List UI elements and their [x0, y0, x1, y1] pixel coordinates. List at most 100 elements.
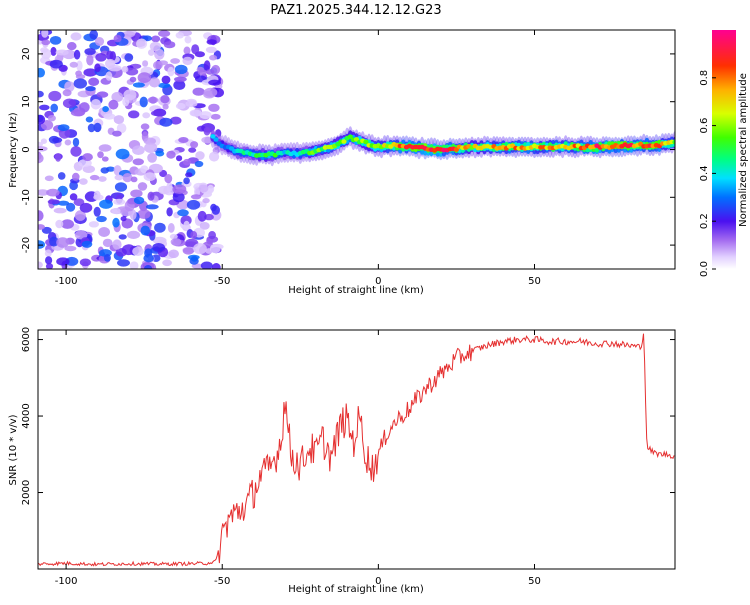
- spectrogram-noise-blob: [52, 137, 63, 143]
- spectrogram-noise-blob: [123, 89, 137, 101]
- spectrogram-noise-blob: [73, 78, 88, 89]
- spectrogram-noise-blob: [114, 174, 124, 181]
- spectrogram-noise-blob: [95, 53, 107, 62]
- spectrogram-noise-blob: [67, 42, 77, 51]
- spectrogram-noise-blob: [85, 116, 94, 123]
- spectrogram-noise-blob: [90, 99, 102, 110]
- spectrogram-noise-blob: [168, 249, 179, 259]
- spectrogram-noise-blob: [183, 46, 191, 55]
- spectrogram-noise-blob: [209, 151, 220, 162]
- spectrogram-noise-blob: [55, 49, 69, 56]
- spectrogram-noise-blob: [102, 238, 113, 248]
- y-tick-label: 20: [21, 48, 32, 61]
- spectrogram-noise-blob: [185, 100, 198, 108]
- spectrogram-noise-blob: [105, 71, 113, 81]
- spectrogram-noise-blob: [152, 243, 166, 252]
- colorbar-gradient: [712, 30, 736, 269]
- spectrogram-noise-blob: [170, 116, 182, 125]
- spectrogram-noise-blob: [62, 98, 77, 109]
- spectrogram-noise-blob: [94, 63, 101, 73]
- spectrogram-noise-blob: [143, 254, 154, 263]
- spectrogram-noise-blob: [192, 87, 205, 96]
- spectrogram-noise-blob: [190, 255, 198, 262]
- y-tick-label: 6000: [21, 327, 32, 352]
- spectrogram-noise-blob: [70, 109, 85, 117]
- spectrogram-noise-blob: [73, 198, 85, 206]
- spectrogram-noise-blob: [113, 34, 122, 43]
- spectrogram-noise-blob: [129, 76, 137, 83]
- snr-background: [38, 330, 675, 569]
- spectrogram-noise-blob: [112, 130, 122, 137]
- spectrogram-noise-blob: [38, 153, 44, 164]
- spectrogram-noise-blob: [46, 188, 60, 197]
- y-tick-label: 2000: [21, 480, 32, 505]
- spectrogram-noise-blob: [40, 138, 48, 144]
- spectrogram-noise-blob: [199, 111, 212, 120]
- spectrogram-noise-blob: [99, 199, 113, 209]
- spectrogram-noise-blob: [93, 190, 101, 200]
- spectrogram-noise-blob: [142, 60, 149, 67]
- spectrogram-noise-blob: [167, 66, 175, 77]
- spectrogram-noise-blob: [49, 236, 59, 247]
- x-tick-label: -50: [214, 276, 230, 287]
- spectrogram-noise-blob: [193, 243, 207, 255]
- x-tick-label: 50: [528, 576, 541, 587]
- spectrogram-noise-blob: [41, 39, 51, 46]
- spectrogram-noise-blob: [175, 102, 186, 110]
- spectrogram-noise-blob: [38, 146, 48, 152]
- spectrogram-noise-blob: [115, 148, 130, 160]
- spectrogram-noise-blob: [162, 259, 173, 267]
- snr-series: [38, 333, 675, 567]
- y-tick-label: -10: [21, 189, 32, 205]
- spectrogram-noise-blob: [124, 53, 134, 62]
- spectrogram-noise-blob: [79, 202, 93, 213]
- spectrogram-noise-blob: [79, 258, 91, 267]
- spectrogram-x-axis: -100 -50 0 50: [55, 30, 541, 287]
- spectrogram-noise-blob: [98, 176, 107, 182]
- colorbar-ticks: 0.0 0.2 0.4 0.6 0.8: [699, 70, 716, 277]
- spectrogram-noise-blob: [70, 146, 82, 157]
- spectrogram-noise-blob: [93, 122, 102, 133]
- colorbar-tick-label: 0.4: [699, 165, 710, 181]
- spectrogram-noise-blob: [189, 109, 202, 117]
- spectrogram-noise-blob: [56, 257, 70, 266]
- spectrogram-noise-blob: [158, 82, 171, 89]
- spectrogram-noise-region: [38, 30, 225, 269]
- spectrogram-noise-blob: [44, 175, 54, 182]
- spectrogram-noise-blob: [190, 194, 202, 200]
- spectrogram-noise-blob: [66, 202, 76, 212]
- spectrogram-noise-blob: [174, 64, 188, 75]
- spectrogram-noise-blob: [57, 200, 70, 206]
- spectrogram-noise-blob: [166, 150, 176, 159]
- spectrogram-noise-blob: [149, 41, 161, 52]
- spectrogram-noise-blob: [153, 60, 163, 70]
- x-tick-label: -50: [214, 576, 230, 587]
- spectrogram-noise-blob: [202, 198, 210, 204]
- spectrogram-noise-blob: [140, 225, 151, 236]
- spectrogram-noise-blob: [208, 231, 217, 240]
- spectrogram-noise-blob: [145, 204, 159, 210]
- spectrogram-noise-blob: [147, 191, 155, 201]
- spectrogram-noise-blob: [98, 227, 110, 237]
- spectrogram-noise-blob: [132, 82, 145, 88]
- spectrogram-noise-blob: [121, 31, 136, 38]
- spectrogram-noise-blob: [128, 110, 140, 119]
- spectrogram-noise-blob: [39, 104, 50, 111]
- spectrogram-noise-blob: [125, 67, 139, 76]
- spectrogram-noise-blob: [47, 199, 60, 205]
- spectrogram-noise-blob: [209, 243, 221, 254]
- spectrogram-noise-blob: [208, 103, 220, 112]
- spectrogram-noise-blob: [143, 172, 156, 182]
- spectrogram-noise-blob: [133, 196, 145, 205]
- spectrogram-noise-blob: [64, 245, 77, 252]
- spectrogram-noise-blob: [164, 174, 173, 184]
- spectrogram-noise-blob: [83, 68, 97, 77]
- spectrogram-noise-blob: [57, 124, 70, 131]
- spectrogram-noise-blob: [38, 210, 44, 222]
- spectrogram-noise-blob: [117, 259, 130, 267]
- spectrogram-noise-blob: [113, 115, 125, 125]
- spectrogram-noise-blob: [139, 96, 148, 108]
- spectrogram-noise-blob: [72, 137, 80, 147]
